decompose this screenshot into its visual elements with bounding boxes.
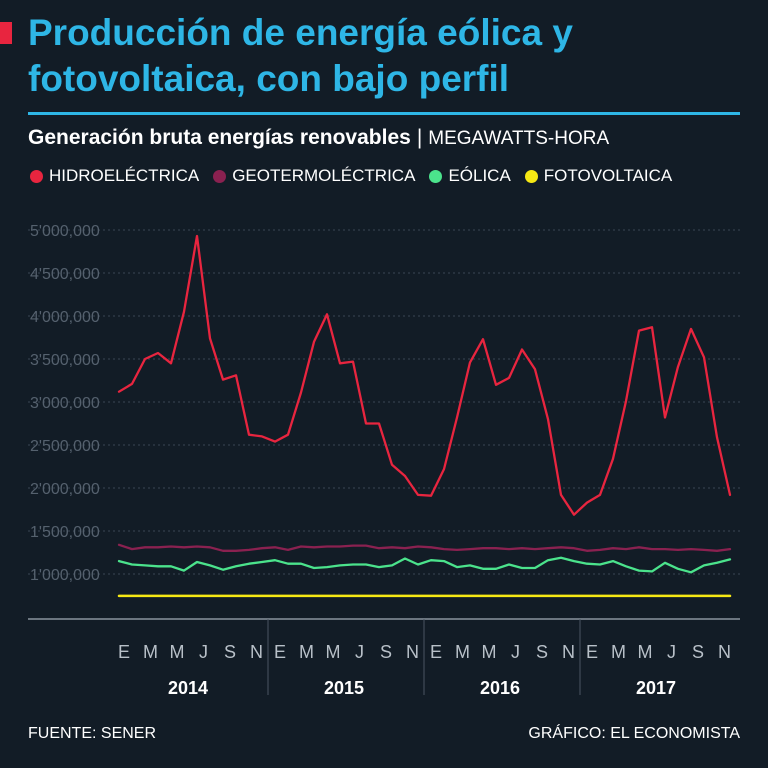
x-tick-label: S [692,642,704,662]
y-tick-label: 3'500,000 [30,352,100,369]
x-tick-label: J [667,642,676,662]
x-tick-label: E [430,642,442,662]
hidroelectrica-line [117,234,732,516]
y-tick-label: 4'000,000 [30,309,100,326]
source-note: FUENTE: SENER [28,725,157,742]
x-tick-label: S [380,642,392,662]
y-tick-label: 4'500,000 [30,266,100,283]
legend-dot-geotermolectrica [213,169,227,183]
legend-item-hidroelectrica: HIDROELÉCTRICA [30,166,199,186]
legend: HIDROELÉCTRICA GEOTERMOLÉCTRICA EÓLICA F… [30,166,686,186]
legend-dot-eolica [429,169,443,183]
legend-label-eolica: EÓLICA [448,166,511,185]
year-label: 2017 [636,678,676,698]
x-tick-label: M [482,642,497,662]
x-tick-label: N [250,642,263,662]
credit-note: GRÁFICO: EL ECONOMISTA [528,725,740,742]
legend-item-eolica: EÓLICA [429,166,511,186]
accent-bar [0,22,12,44]
x-tick-label: E [586,642,598,662]
subtitle-separator: | [416,126,423,149]
line-chart: 1'000,000 1'500,000 2'000,000 2'500,000 3'00… [28,223,740,698]
x-tick-label: N [562,642,575,662]
x-tick-label: E [118,642,130,662]
x-tick-label: E [274,642,286,662]
y-tick-label: 1'500,000 [30,524,100,541]
legend-label-fotovoltaica: FOTOVOLTAICA [543,166,673,185]
x-tick-label: M [611,642,626,662]
y-tick-label: 1'000,000 [30,567,100,584]
y-tick-label: 3'000,000 [30,395,100,412]
legend-label-hidroelectrica: HIDROELÉCTRICA [49,166,200,185]
legend-item-fotovoltaica: FOTOVOLTAICA [524,166,673,186]
x-tick-label: M [299,642,314,662]
y-tick-label: 2'000,000 [30,481,100,498]
year-label: 2016 [480,678,520,698]
x-tick-label: J [199,642,208,662]
y-tick-label: 2'500,000 [30,438,100,455]
chart-title: Producción de energía eólica y fotovolta… [28,12,573,99]
legend-dot-hidroelectrica [30,169,43,183]
geotermolectrica-line [117,543,732,552]
x-tick-label: N [718,642,731,662]
x-tick-label: M [638,642,653,662]
y-tick-label: 5'000,000 [30,223,100,240]
x-tick-label: M [143,642,158,662]
eolica-line [117,556,732,574]
x-tick-label: J [511,642,520,662]
legend-label-geotermolectrica: GEOTERMOLÉCTRICA [232,166,416,185]
unit-label: MEGAWATTS-HORA [428,128,610,149]
x-tick-label: M [455,642,470,662]
x-tick-label: J [355,642,364,662]
x-tick-label: S [536,642,548,662]
legend-dot-fotovoltaica [524,169,538,183]
subtitle-text: Generación bruta energías renovables [28,126,411,149]
x-tick-label: S [224,642,236,662]
year-label: 2014 [168,678,208,698]
x-tick-label: M [170,642,185,662]
year-label: 2015 [324,678,364,698]
chart-subtitle: Generación bruta energías renovables | MEG… [28,124,609,153]
x-tick-label: M [326,642,341,662]
legend-item-geotermolectrica: GEOTERMOLÉCTRICA [213,166,415,186]
x-tick-label: N [406,642,419,662]
title-divider [28,112,740,115]
